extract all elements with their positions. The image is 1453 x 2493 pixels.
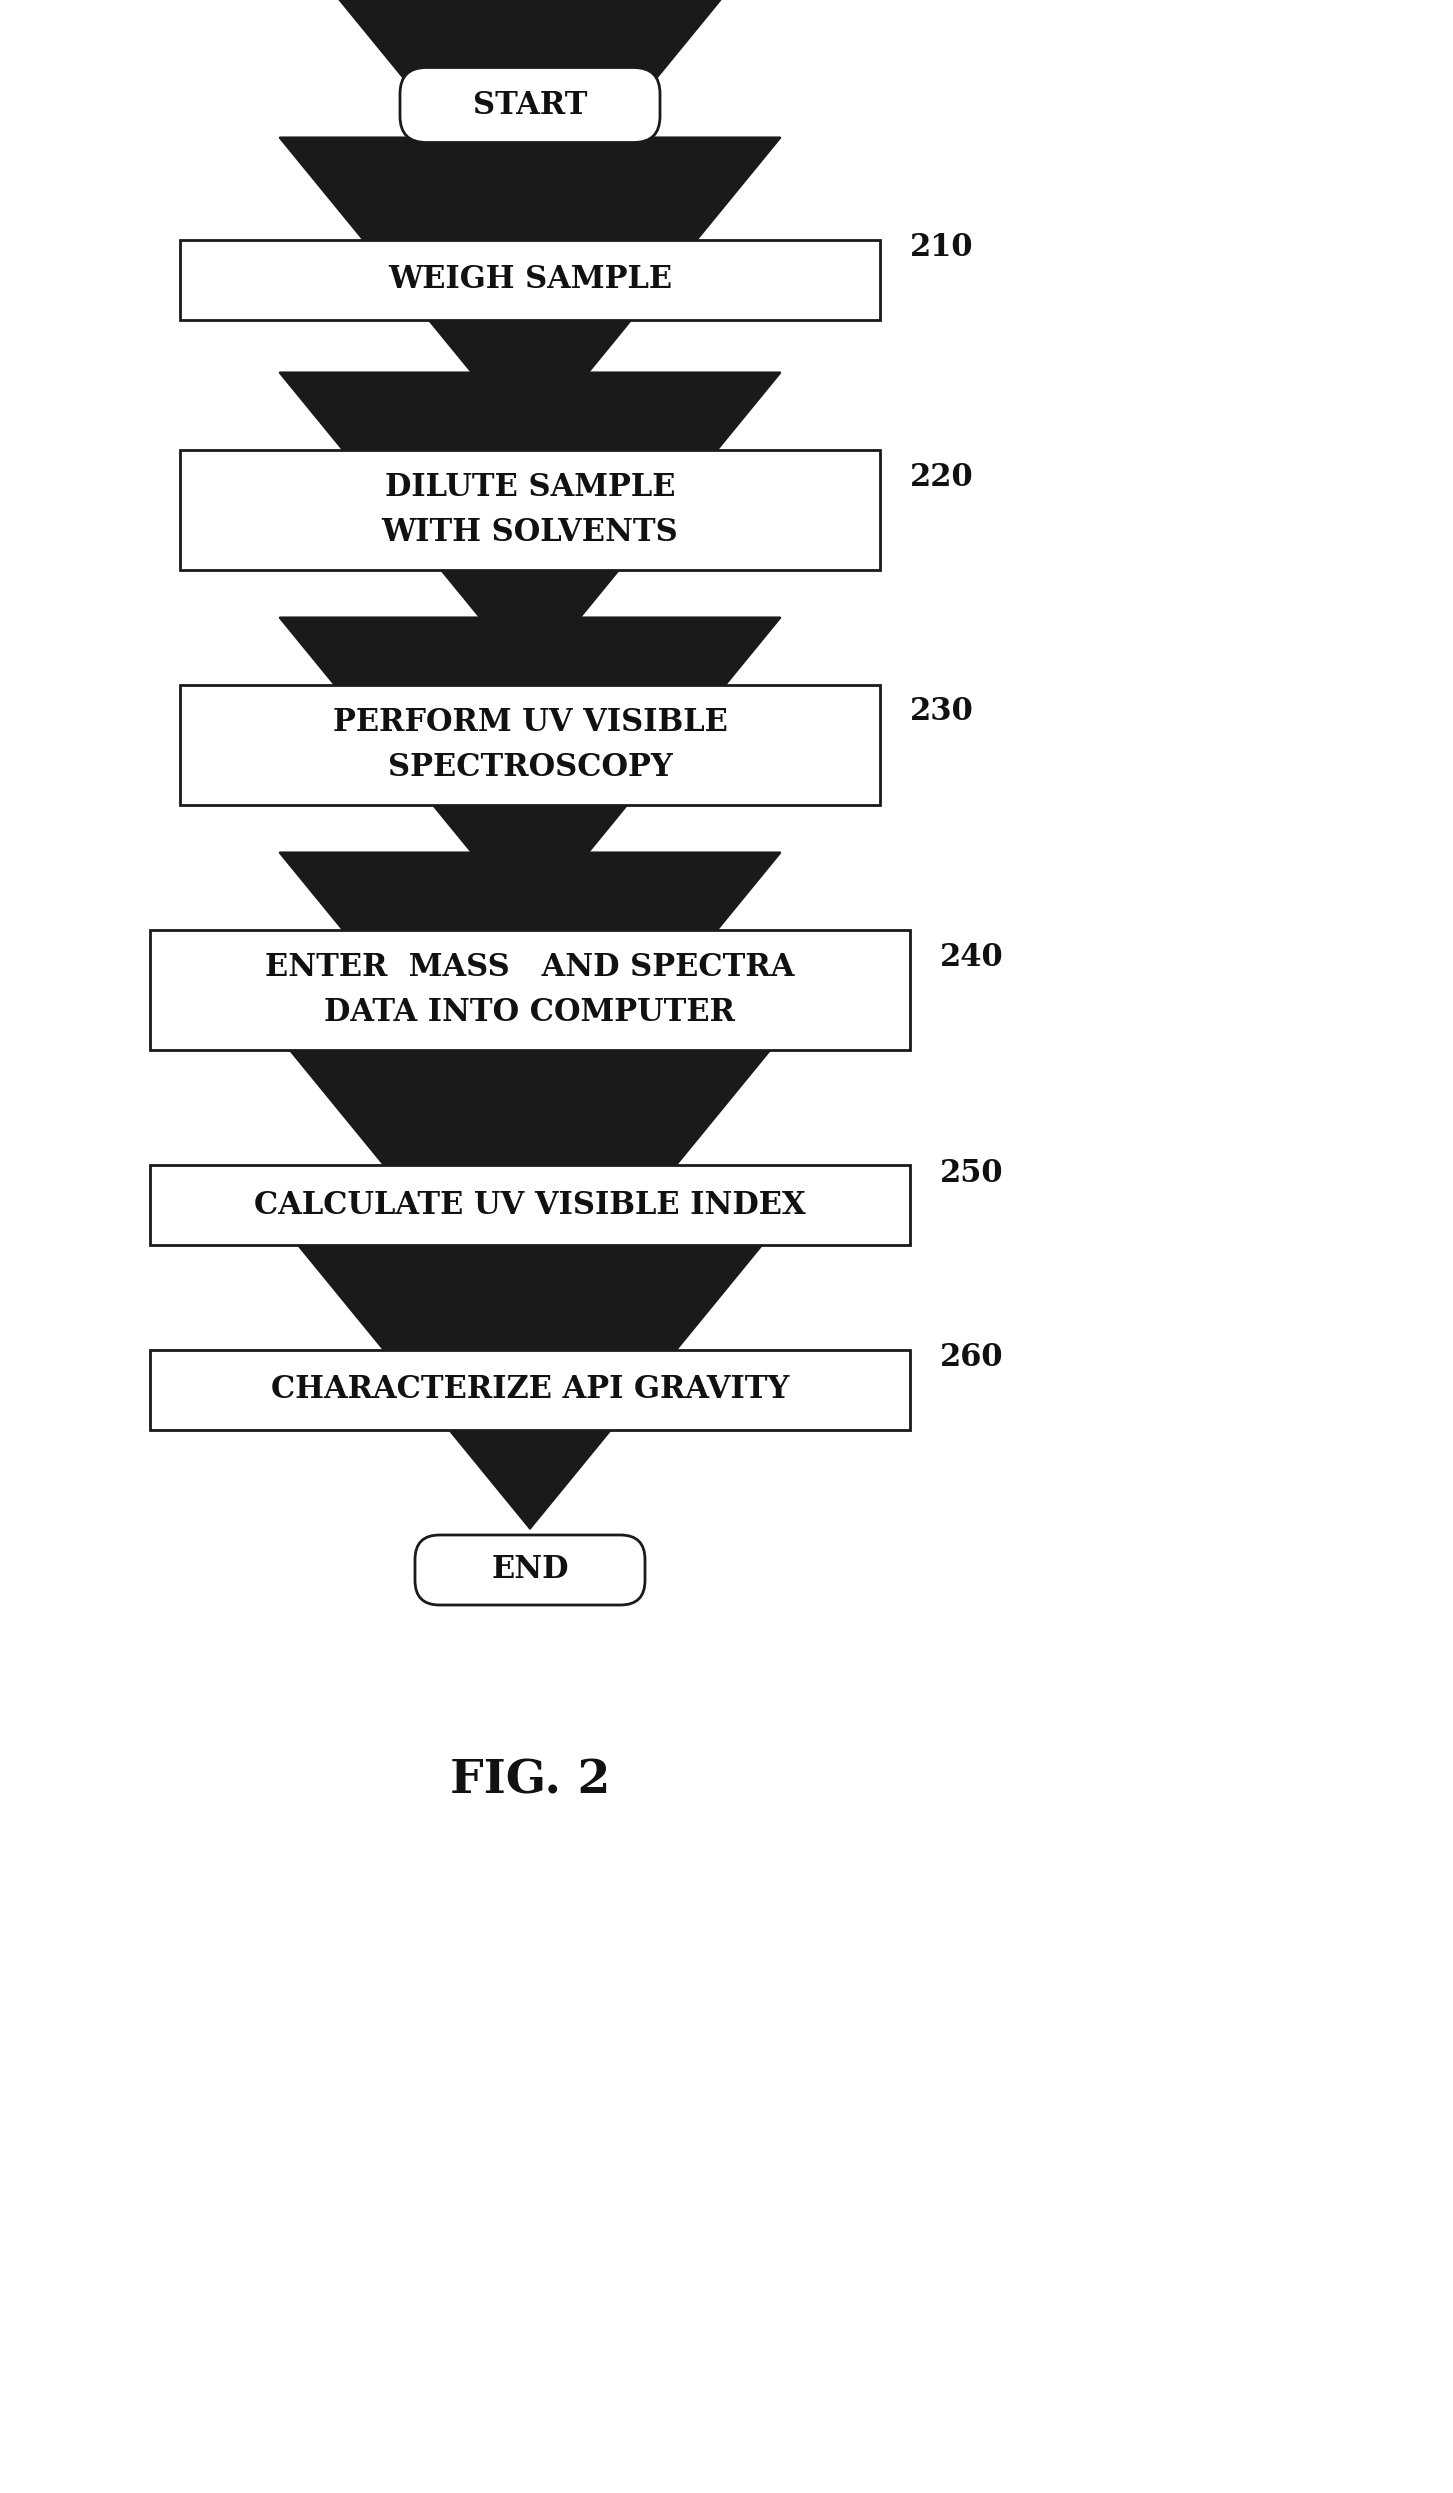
Text: 220: 220	[910, 464, 974, 494]
Text: WEIGH SAMPLE: WEIGH SAMPLE	[388, 264, 673, 297]
Text: 240: 240	[940, 942, 1004, 972]
Bar	[150, 930, 910, 1050]
FancyBboxPatch shape	[416, 1536, 645, 1605]
Text: 230: 230	[910, 696, 974, 728]
Bar	[150, 1351, 910, 1431]
Text: END: END	[491, 1556, 568, 1586]
Text: 210: 210	[910, 232, 974, 264]
Text: CALCULATE UV VISIBLE INDEX: CALCULATE UV VISIBLE INDEX	[254, 1189, 806, 1222]
Bar	[150, 1164, 910, 1244]
Text: START: START	[472, 90, 587, 120]
FancyBboxPatch shape	[400, 67, 660, 142]
Bar	[180, 239, 881, 319]
Bar	[180, 686, 881, 805]
Text: PERFORM UV VISIBLE
SPECTROSCOPY: PERFORM UV VISIBLE SPECTROSCOPY	[333, 708, 728, 783]
Text: 250: 250	[940, 1157, 1004, 1189]
Text: 260: 260	[940, 1344, 1004, 1374]
Text: FIG. 2: FIG. 2	[450, 1758, 610, 1802]
Text: ENTER  MASS   AND SPECTRA
DATA INTO COMPUTER: ENTER MASS AND SPECTRA DATA INTO COMPUTE…	[266, 952, 795, 1027]
Text: CHARACTERIZE API GRAVITY: CHARACTERIZE API GRAVITY	[270, 1374, 789, 1406]
Text: DILUTE SAMPLE
WITH SOLVENTS: DILUTE SAMPLE WITH SOLVENTS	[382, 471, 679, 548]
Bar	[180, 451, 881, 571]
